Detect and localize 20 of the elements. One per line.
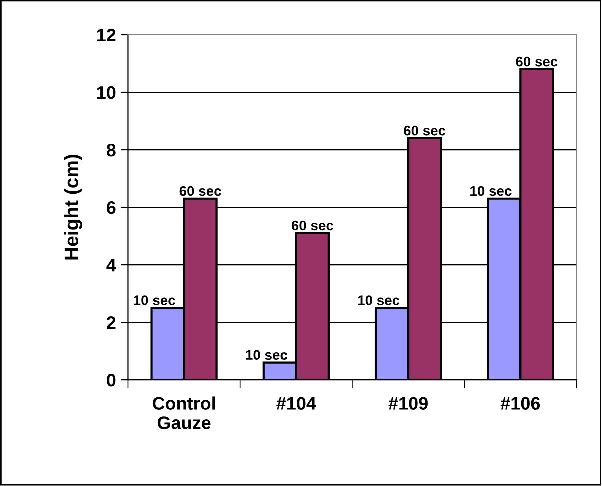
y-tick-label: 8 [106, 144, 116, 157]
y-tick-label: 10 [97, 86, 116, 100]
y-tick-label: 2 [107, 316, 116, 330]
series-label: 60 sec [404, 126, 446, 136]
y-tick-label: 0 [107, 374, 116, 387]
y-tick-label: 12 [97, 28, 116, 42]
text: 60 sec [180, 186, 222, 196]
series-label: 10 sec [134, 296, 176, 306]
text: 10 sec [358, 296, 400, 306]
x-tick-label: #109 [388, 397, 428, 410]
x-tick-label: #104 [276, 397, 316, 410]
text: 60 sec [292, 220, 334, 231]
y-tick-label: 4 [106, 259, 116, 272]
y-tick-label: 6 [107, 201, 116, 214]
text: 10 sec [246, 350, 288, 360]
x-tick-label: #106 [500, 397, 540, 410]
text: 10 sec [470, 186, 512, 196]
text: 60 sec [516, 56, 558, 67]
x-tick-label: Control Gauze [152, 396, 216, 430]
y-axis-title: Height (cm) [64, 155, 82, 260]
